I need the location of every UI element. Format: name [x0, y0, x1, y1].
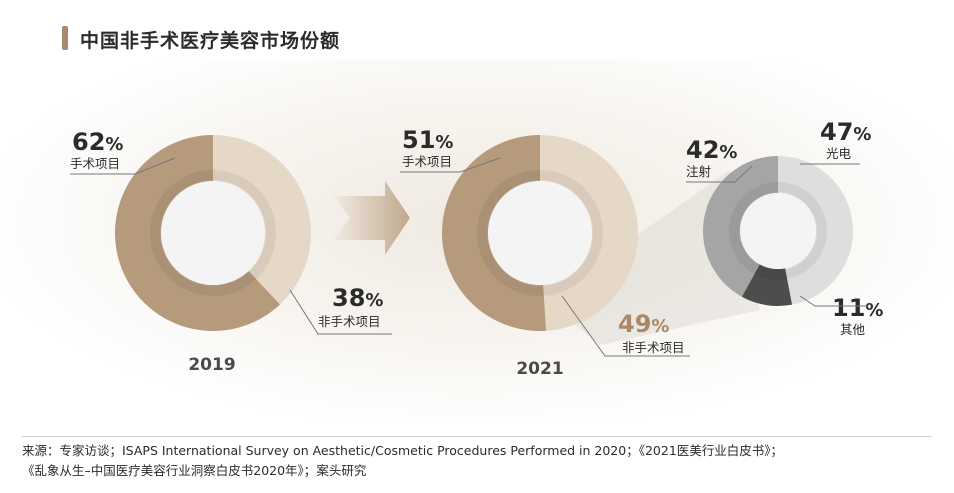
donut-breakdown-hole — [740, 193, 816, 269]
label-other-pct: 11% — [832, 294, 883, 322]
year-label-2021: 2021 — [516, 359, 563, 379]
label-2021-nonsurgical-name: 非手术项目 — [622, 340, 685, 355]
donut-breakdown-slice-2 — [741, 264, 793, 306]
donut-2019-hole — [161, 181, 265, 285]
label-photoelectric-pct: 47% — [820, 118, 871, 146]
source-line-2: 《乱象从生–中国医疗美容行业洞察白皮书2020年》；案头研究 — [22, 463, 367, 478]
leader-2021-surgical — [400, 157, 501, 173]
market-share-chart: 62%手术项目38%非手术项目201951%手术项目49%非手术项目202142… — [70, 118, 883, 379]
label-photoelectric-name: 光电 — [826, 146, 852, 161]
leader-2019-surgical — [70, 157, 176, 175]
source-note: 来源：专家访谈；ISAPS International Survey on Ae… — [22, 441, 942, 481]
donut-breakdown-slice-3 — [703, 156, 778, 297]
donut-2019-slice-2 — [213, 135, 311, 305]
donut-2021-hole — [488, 181, 592, 285]
label-2019-nonsurgical-name: 非手术项目 — [318, 314, 381, 329]
year-label-2019: 2019 — [188, 355, 235, 375]
source-line-1: 来源：专家访谈；ISAPS International Survey on Ae… — [22, 443, 784, 458]
page-title: 中国非手术医疗美容市场份额 — [80, 30, 341, 52]
label-injection-pct: 42% — [686, 136, 737, 164]
donut-breakdown-inner-shadow — [729, 182, 827, 280]
leader-other — [799, 295, 868, 307]
label-injection-name: 注射 — [686, 164, 711, 179]
title-accent-bar — [62, 26, 68, 50]
leader-injection — [686, 165, 753, 183]
donut-2019-slice-1 — [114, 135, 281, 331]
donut-breakdown-slice-1 — [778, 156, 853, 305]
transition-arrow — [333, 181, 410, 255]
leader-2019-nonsurgical — [289, 289, 392, 335]
leader-2021-nonsurgical — [561, 295, 690, 357]
donut-2021-slice-2 — [540, 135, 638, 331]
label-2019-surgical-pct: 62% — [72, 128, 123, 156]
donut-2019-inner-shadow — [150, 170, 276, 296]
label-2021-nonsurgical-pct: 49% — [618, 310, 669, 338]
label-2019-surgical-name: 手术项目 — [70, 156, 120, 171]
label-2021-surgical-pct: 51% — [402, 126, 453, 154]
donut-2021-inner-shadow — [477, 170, 603, 296]
label-2019-nonsurgical-pct: 38% — [332, 284, 383, 312]
source-divider — [22, 436, 932, 437]
label-other-name: 其他 — [840, 322, 866, 337]
donut-2021-slice-1 — [441, 135, 547, 331]
label-2021-surgical-name: 手术项目 — [402, 154, 452, 169]
